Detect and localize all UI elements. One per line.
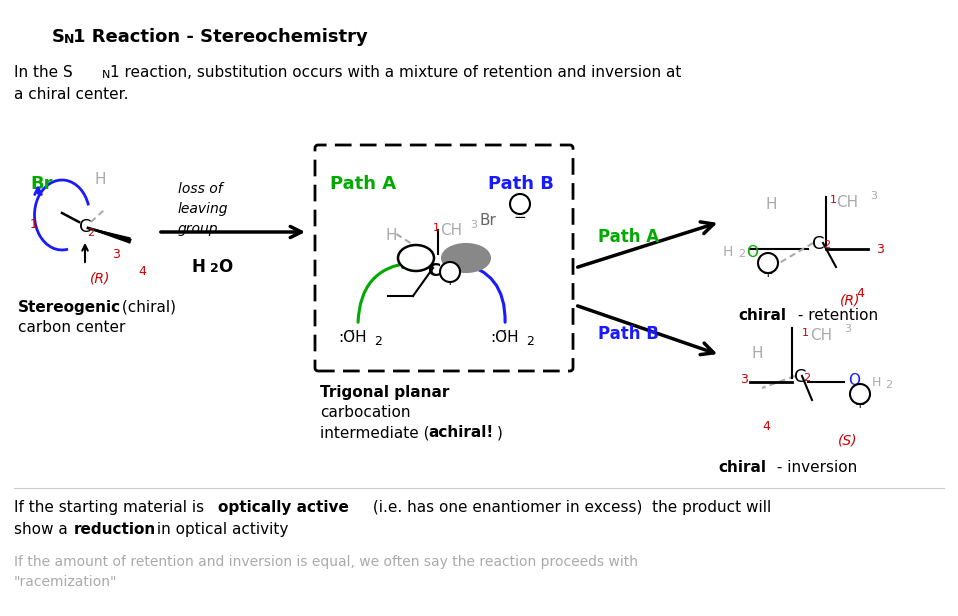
Text: (S): (S) — [838, 433, 857, 447]
Text: If the starting material is: If the starting material is — [14, 500, 209, 515]
Text: carbocation: carbocation — [320, 405, 410, 420]
Text: ): ) — [497, 425, 503, 440]
Text: +: + — [445, 275, 455, 288]
Text: 1 Reaction - Stereochemistry: 1 Reaction - Stereochemistry — [73, 28, 368, 46]
Text: O: O — [746, 245, 758, 260]
Text: "racemization": "racemization" — [14, 575, 118, 589]
Text: C: C — [79, 218, 91, 236]
Text: achiral!: achiral! — [428, 425, 493, 440]
Circle shape — [850, 384, 870, 404]
Circle shape — [758, 253, 778, 273]
Text: 4: 4 — [856, 287, 864, 300]
Text: N: N — [102, 70, 110, 80]
Text: Path A: Path A — [598, 228, 659, 246]
Text: a chiral center.: a chiral center. — [14, 87, 128, 102]
Text: 3: 3 — [470, 220, 477, 230]
Text: :ÖH: :ÖH — [490, 330, 518, 345]
FancyBboxPatch shape — [315, 145, 573, 371]
Text: H: H — [386, 228, 398, 243]
Text: group: group — [178, 222, 218, 236]
Text: :ÖH: :ÖH — [338, 330, 367, 345]
Text: CH: CH — [810, 328, 833, 343]
Text: in optical activity: in optical activity — [152, 522, 288, 537]
Text: −: − — [513, 210, 526, 225]
Text: 1: 1 — [802, 328, 809, 338]
Text: 2: 2 — [823, 240, 831, 250]
Text: C: C — [427, 262, 441, 280]
Text: chiral: chiral — [738, 308, 786, 323]
Text: H: H — [95, 172, 106, 187]
Text: 1 reaction, substitution occurs with a mixture of retention and inversion at: 1 reaction, substitution occurs with a m… — [110, 65, 681, 80]
Text: Br: Br — [480, 213, 497, 228]
Text: 2: 2 — [374, 335, 382, 348]
Text: 1: 1 — [30, 218, 38, 231]
Text: H: H — [192, 258, 206, 276]
Ellipse shape — [442, 244, 490, 272]
Text: (R): (R) — [90, 272, 110, 286]
Text: O: O — [218, 258, 232, 276]
Text: optically active: optically active — [218, 500, 349, 515]
Text: chiral: chiral — [718, 460, 766, 475]
Text: 2: 2 — [526, 335, 534, 348]
Text: (chiral): (chiral) — [117, 300, 176, 315]
Text: C: C — [794, 368, 807, 386]
Polygon shape — [88, 228, 130, 243]
Text: leaving: leaving — [178, 202, 229, 216]
Text: Stereogenic: Stereogenic — [18, 300, 121, 315]
Circle shape — [510, 194, 530, 214]
Text: Trigonal planar: Trigonal planar — [320, 385, 449, 400]
Text: 3: 3 — [870, 191, 877, 201]
Ellipse shape — [398, 245, 434, 271]
Text: O: O — [848, 373, 860, 388]
Text: 4: 4 — [762, 420, 770, 433]
Text: 2: 2 — [210, 262, 218, 275]
Text: H: H — [872, 376, 881, 389]
Text: Path A: Path A — [330, 175, 396, 193]
Text: N: N — [64, 33, 75, 46]
Text: 3: 3 — [844, 324, 851, 334]
Text: C: C — [811, 235, 824, 253]
Text: H: H — [766, 197, 778, 212]
Text: If the amount of retention and inversion is equal, we often say the reaction pro: If the amount of retention and inversion… — [14, 555, 638, 569]
Text: S: S — [52, 28, 65, 46]
Text: 3: 3 — [740, 373, 748, 386]
Text: 1: 1 — [830, 195, 837, 205]
Text: +: + — [855, 398, 865, 411]
Text: 2: 2 — [803, 373, 810, 383]
Text: 2: 2 — [87, 228, 94, 238]
Text: 3: 3 — [876, 243, 884, 256]
Circle shape — [440, 262, 460, 282]
Text: carbon center: carbon center — [18, 320, 125, 335]
Text: 2: 2 — [885, 380, 892, 390]
Text: (R): (R) — [840, 293, 860, 307]
Text: CH: CH — [440, 223, 462, 238]
Text: reduction: reduction — [74, 522, 156, 537]
Text: Path B: Path B — [598, 325, 659, 343]
Text: CH: CH — [836, 195, 858, 210]
Text: In the S: In the S — [14, 65, 73, 80]
Text: H: H — [723, 245, 734, 259]
Text: show a: show a — [14, 522, 73, 537]
Text: +: + — [763, 267, 773, 280]
Text: 3: 3 — [112, 248, 120, 261]
Text: (i.e. has one enantiomer in excess)  the product will: (i.e. has one enantiomer in excess) the … — [368, 500, 771, 515]
Text: H: H — [752, 346, 764, 361]
Text: 2: 2 — [738, 249, 745, 259]
Text: - inversion: - inversion — [772, 460, 857, 475]
Text: loss of: loss of — [178, 182, 222, 196]
Text: - retention: - retention — [793, 308, 878, 323]
Text: 4: 4 — [138, 265, 146, 278]
Text: Br: Br — [30, 175, 53, 193]
Text: Path B: Path B — [488, 175, 554, 193]
Text: 1: 1 — [433, 223, 440, 233]
Text: intermediate (: intermediate ( — [320, 425, 429, 440]
